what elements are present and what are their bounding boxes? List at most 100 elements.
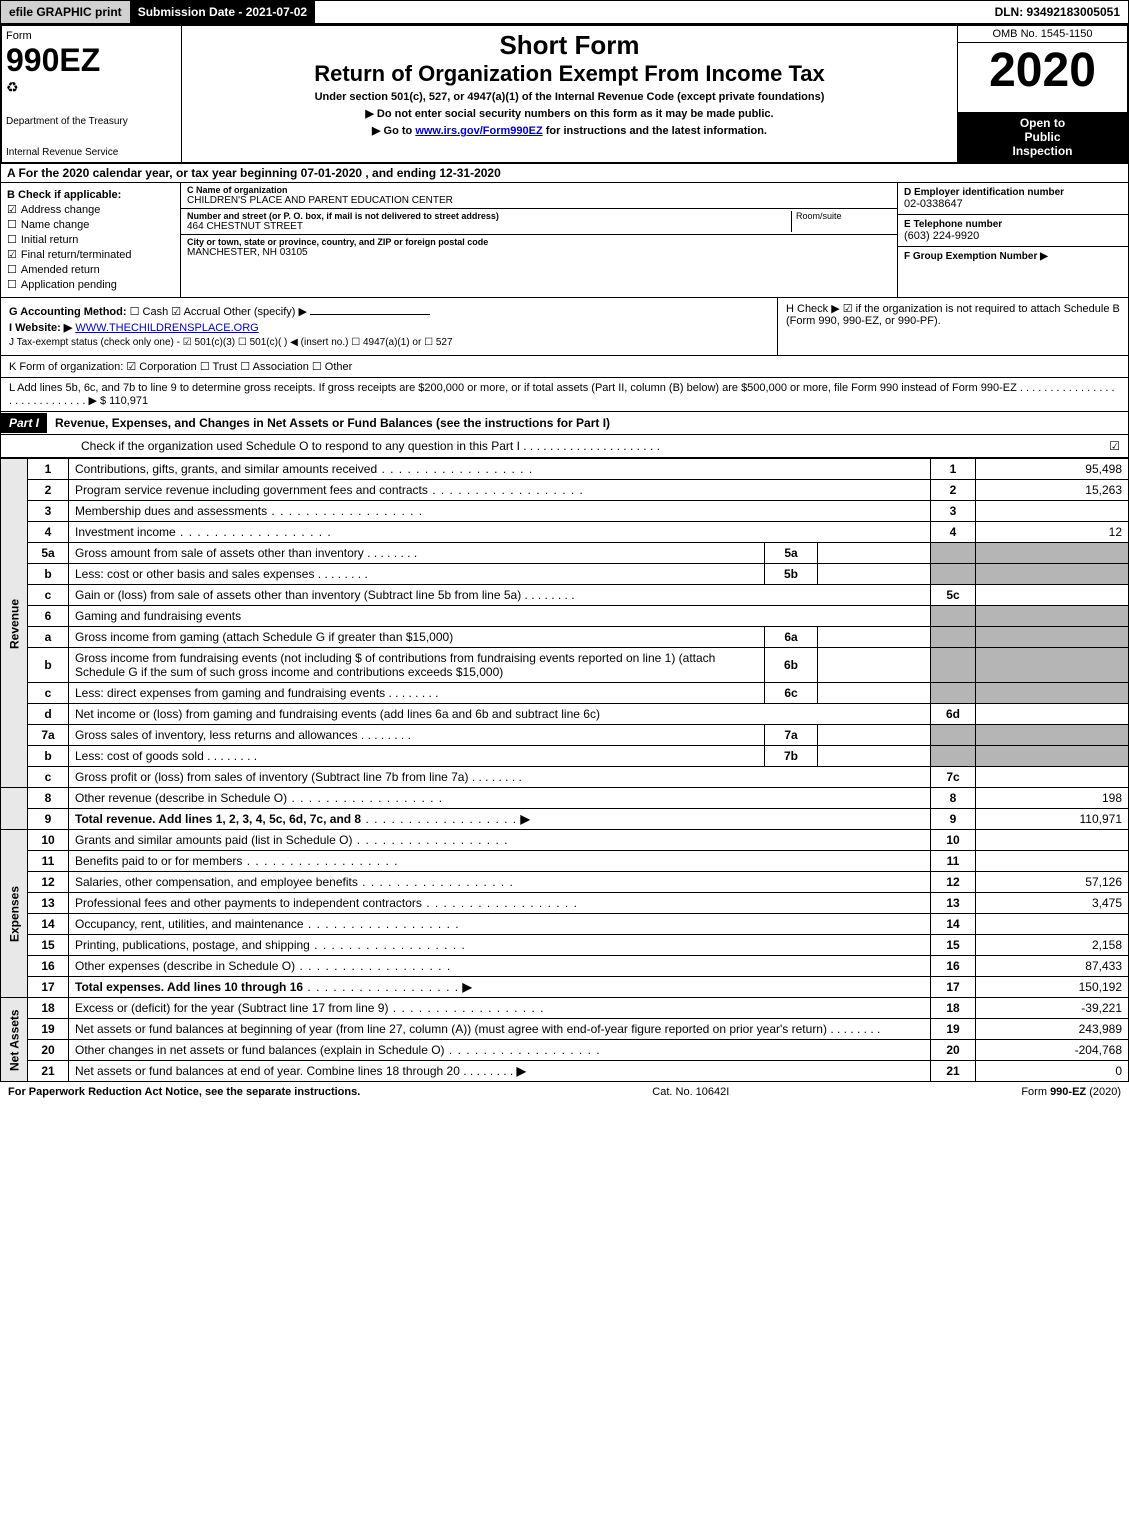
phone-value: (603) 224-9920 (904, 230, 1122, 242)
revenue-sidelabel-cont (1, 788, 28, 830)
amount: 110,971 (976, 809, 1129, 830)
paperwork-notice: For Paperwork Reduction Act Notice, see … (8, 1086, 360, 1098)
col-num: 20 (931, 1040, 976, 1061)
identity-block: B Check if applicable: ☑Address change ☐… (0, 183, 1129, 298)
lineno: 17 (28, 977, 69, 998)
line-5a: 5a Gross amount from sale of assets othe… (1, 543, 1129, 564)
check-initial-return[interactable]: ☐Initial return (7, 233, 174, 246)
line-desc: Printing, publications, postage, and shi… (75, 938, 466, 952)
d-e-f-block: D Employer identification number 02-0338… (898, 183, 1128, 297)
lineno: c (28, 767, 69, 788)
form-header: Form 990EZ ♻ Department of the Treasury … (0, 24, 1129, 164)
amt-shaded (976, 648, 1129, 683)
sub-num: 5a (765, 543, 818, 564)
section-a-taxyear: A For the 2020 calendar year, or tax yea… (0, 164, 1129, 183)
checkbox-icon: ☐ (7, 264, 17, 276)
goto-suffix: for instructions and the latest informat… (543, 125, 767, 137)
org-city: MANCHESTER, NH 03105 (187, 247, 891, 258)
lineno: 8 (28, 788, 69, 809)
check-amended-return[interactable]: ☐ Amended return (7, 263, 174, 276)
l-gross-receipts: L Add lines 5b, 6c, and 7b to line 9 to … (0, 378, 1129, 412)
line-7b: b Less: cost of goods sold 7b (1, 746, 1129, 767)
checkbox-icon: ☐ (7, 234, 17, 246)
line-desc: Other revenue (describe in Schedule O) (75, 791, 443, 805)
open-line2: Public (962, 130, 1123, 144)
line-desc: Gross profit or (loss) from sales of inv… (75, 770, 522, 784)
line-desc: Total expenses. Add lines 10 through 16 (75, 980, 303, 994)
line-desc: Other expenses (describe in Schedule O) (75, 959, 451, 973)
sub-val (818, 564, 931, 585)
h-check: H Check ▶ ☑ if the organization is not r… (778, 298, 1128, 355)
accrual-label: Accrual (184, 306, 221, 318)
check-final-return[interactable]: ☑Final return/terminated (7, 248, 174, 261)
amount (976, 704, 1129, 725)
check-cash[interactable]: ☐ Cash (130, 306, 169, 318)
checkbox-icon: ☐ (7, 219, 17, 231)
check-application-pending[interactable]: ☐Application pending (7, 278, 174, 291)
check-accrual[interactable]: ☑ Accrual (171, 306, 220, 318)
website-link[interactable]: WWW.THECHILDRENSPLACE.ORG (75, 322, 258, 334)
col-num: 3 (931, 501, 976, 522)
check-o-text: Check if the organization used Schedule … (81, 439, 660, 453)
tax-year: 2020 (958, 43, 1127, 99)
dln-number: DLN: 93492183005051 (987, 1, 1128, 23)
other-input[interactable] (310, 314, 430, 315)
amt-shaded (976, 564, 1129, 585)
col-num: 5c (931, 585, 976, 606)
lineno: a (28, 627, 69, 648)
revenue-sidelabel: Revenue (1, 459, 28, 788)
line-desc: Contributions, gifts, grants, and simila… (75, 462, 533, 476)
c-street-label: Number and street (or P. O. box, if mail… (187, 211, 791, 221)
amount (976, 830, 1129, 851)
col-num: 14 (931, 914, 976, 935)
line-desc: Gross income from gaming (attach Schedul… (69, 627, 765, 648)
line-5b: b Less: cost or other basis and sales ex… (1, 564, 1129, 585)
line-15: 15 Printing, publications, postage, and … (1, 935, 1129, 956)
line-9: 9 Total revenue. Add lines 1, 2, 3, 4, 5… (1, 809, 1129, 830)
form-label: Form (6, 30, 177, 42)
col-num: 10 (931, 830, 976, 851)
expenses-sidelabel: Expenses (1, 830, 28, 998)
netassets-sidelabel: Net Assets (1, 998, 28, 1082)
line-21: 21 Net assets or fund balances at end of… (1, 1061, 1129, 1082)
arrow-icon: ▶ (517, 1064, 526, 1078)
col-shaded (931, 683, 976, 704)
irs-label: Internal Revenue Service (6, 147, 177, 158)
line-desc: Gain or (loss) from sale of assets other… (75, 588, 575, 602)
sub-val (818, 627, 931, 648)
c-city-label: City or town, state or province, country… (187, 237, 891, 247)
col-num: 9 (931, 809, 976, 830)
i-website: I Website: ▶ WWW.THECHILDRENSPLACE.ORG (9, 321, 769, 334)
omb-number: OMB No. 1545-1150 (958, 26, 1127, 43)
lineno: b (28, 746, 69, 767)
c-name-address: C Name of organization CHILDREN'S PLACE … (181, 183, 898, 297)
lineno: 2 (28, 480, 69, 501)
col-num: 18 (931, 998, 976, 1019)
check-label: Amended return (21, 264, 100, 276)
irs-link[interactable]: www.irs.gov/Form990EZ (415, 125, 542, 137)
c-name-label: C Name of organization (187, 185, 891, 195)
amount: 243,989 (976, 1019, 1129, 1040)
schedule-o-checkbox[interactable]: ☑ (1109, 439, 1120, 453)
line-14: 14 Occupancy, rent, utilities, and maint… (1, 914, 1129, 935)
checkbox-icon: ☑ (7, 249, 17, 261)
amount: 95,498 (976, 459, 1129, 480)
line-desc: Membership dues and assessments (75, 504, 423, 518)
efile-print-label[interactable]: efile GRAPHIC print (1, 1, 130, 23)
form-number: 990EZ (6, 42, 177, 79)
arrow-icon: ▶ (462, 980, 471, 994)
j-tax-exempt: J Tax-exempt status (check only one) - ☑… (9, 337, 769, 348)
line-desc: Benefits paid to or for members (75, 854, 398, 868)
f-group-label: F Group Exemption Number ▶ (904, 251, 1122, 262)
line-17: 17 Total expenses. Add lines 10 through … (1, 977, 1129, 998)
check-address-change[interactable]: ☑Address change (7, 203, 174, 216)
cat-no: Cat. No. 10642I (652, 1086, 729, 1098)
sub-val (818, 543, 931, 564)
line-desc: Excess or (deficit) for the year (Subtra… (75, 1001, 544, 1015)
amount: 12 (976, 522, 1129, 543)
check-name-change[interactable]: ☐Name change (7, 218, 174, 231)
amount (976, 851, 1129, 872)
line-16: 16 Other expenses (describe in Schedule … (1, 956, 1129, 977)
line-desc: Net income or (loss) from gaming and fun… (69, 704, 931, 725)
g-accounting: G Accounting Method: ☐ Cash ☑ Accrual Ot… (9, 305, 769, 318)
